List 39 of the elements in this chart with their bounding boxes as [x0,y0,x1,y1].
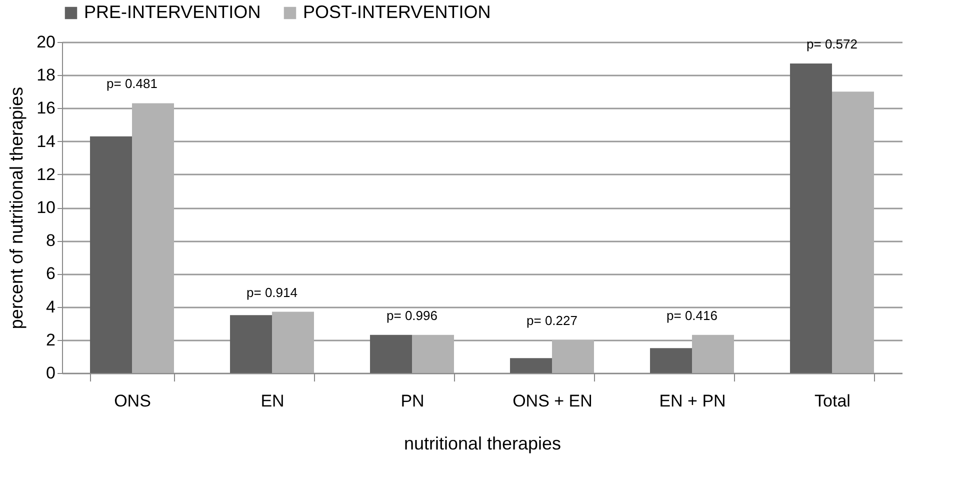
y-tick-label: 2 [46,330,56,350]
x-axis-title: nutritional therapies [404,434,562,454]
y-tick-label: 18 [36,66,56,85]
x-tick-label: ONS [114,392,151,410]
bar [132,103,174,373]
annotation: p= 0.996 [386,308,438,323]
y-tick-label: 12 [36,164,56,184]
y-tick-label: 6 [46,264,56,284]
bar [790,64,832,373]
legend-label: PRE-INTERVENTION [84,2,261,22]
x-tick-label: EN [260,392,284,410]
annotation: p= 0.416 [666,308,718,323]
bar [832,92,874,373]
x-tick-label: PN [400,392,424,410]
bar [90,136,132,373]
bar [412,334,454,373]
y-tick-label: 4 [46,297,56,316]
bar [272,312,314,373]
legend-label: POST-INTERVENTION [303,2,491,22]
y-tick-label: 8 [46,231,56,250]
annotation: p= 0.914 [246,284,298,300]
bar [650,348,692,373]
bar [230,315,272,373]
annotation: p= 0.227 [526,312,578,328]
bar [552,340,594,373]
y-tick-label: 14 [36,132,56,151]
x-tick-label: ONS + EN [512,392,592,410]
x-tick-label: EN + PN [659,392,726,410]
x-tick-label: Total [814,392,850,410]
y-tick-label: 0 [46,364,56,382]
y-axis-title: percent of nutritional therapies [6,86,27,330]
y-tick-label: 10 [36,198,56,217]
y-tick-label: 20 [36,32,56,52]
annotation: p= 0.481 [106,76,158,92]
annotation: p= 0.572 [806,36,858,52]
bar [370,334,412,373]
bar [510,358,552,373]
bar [692,334,734,373]
y-tick-label: 16 [36,98,56,118]
